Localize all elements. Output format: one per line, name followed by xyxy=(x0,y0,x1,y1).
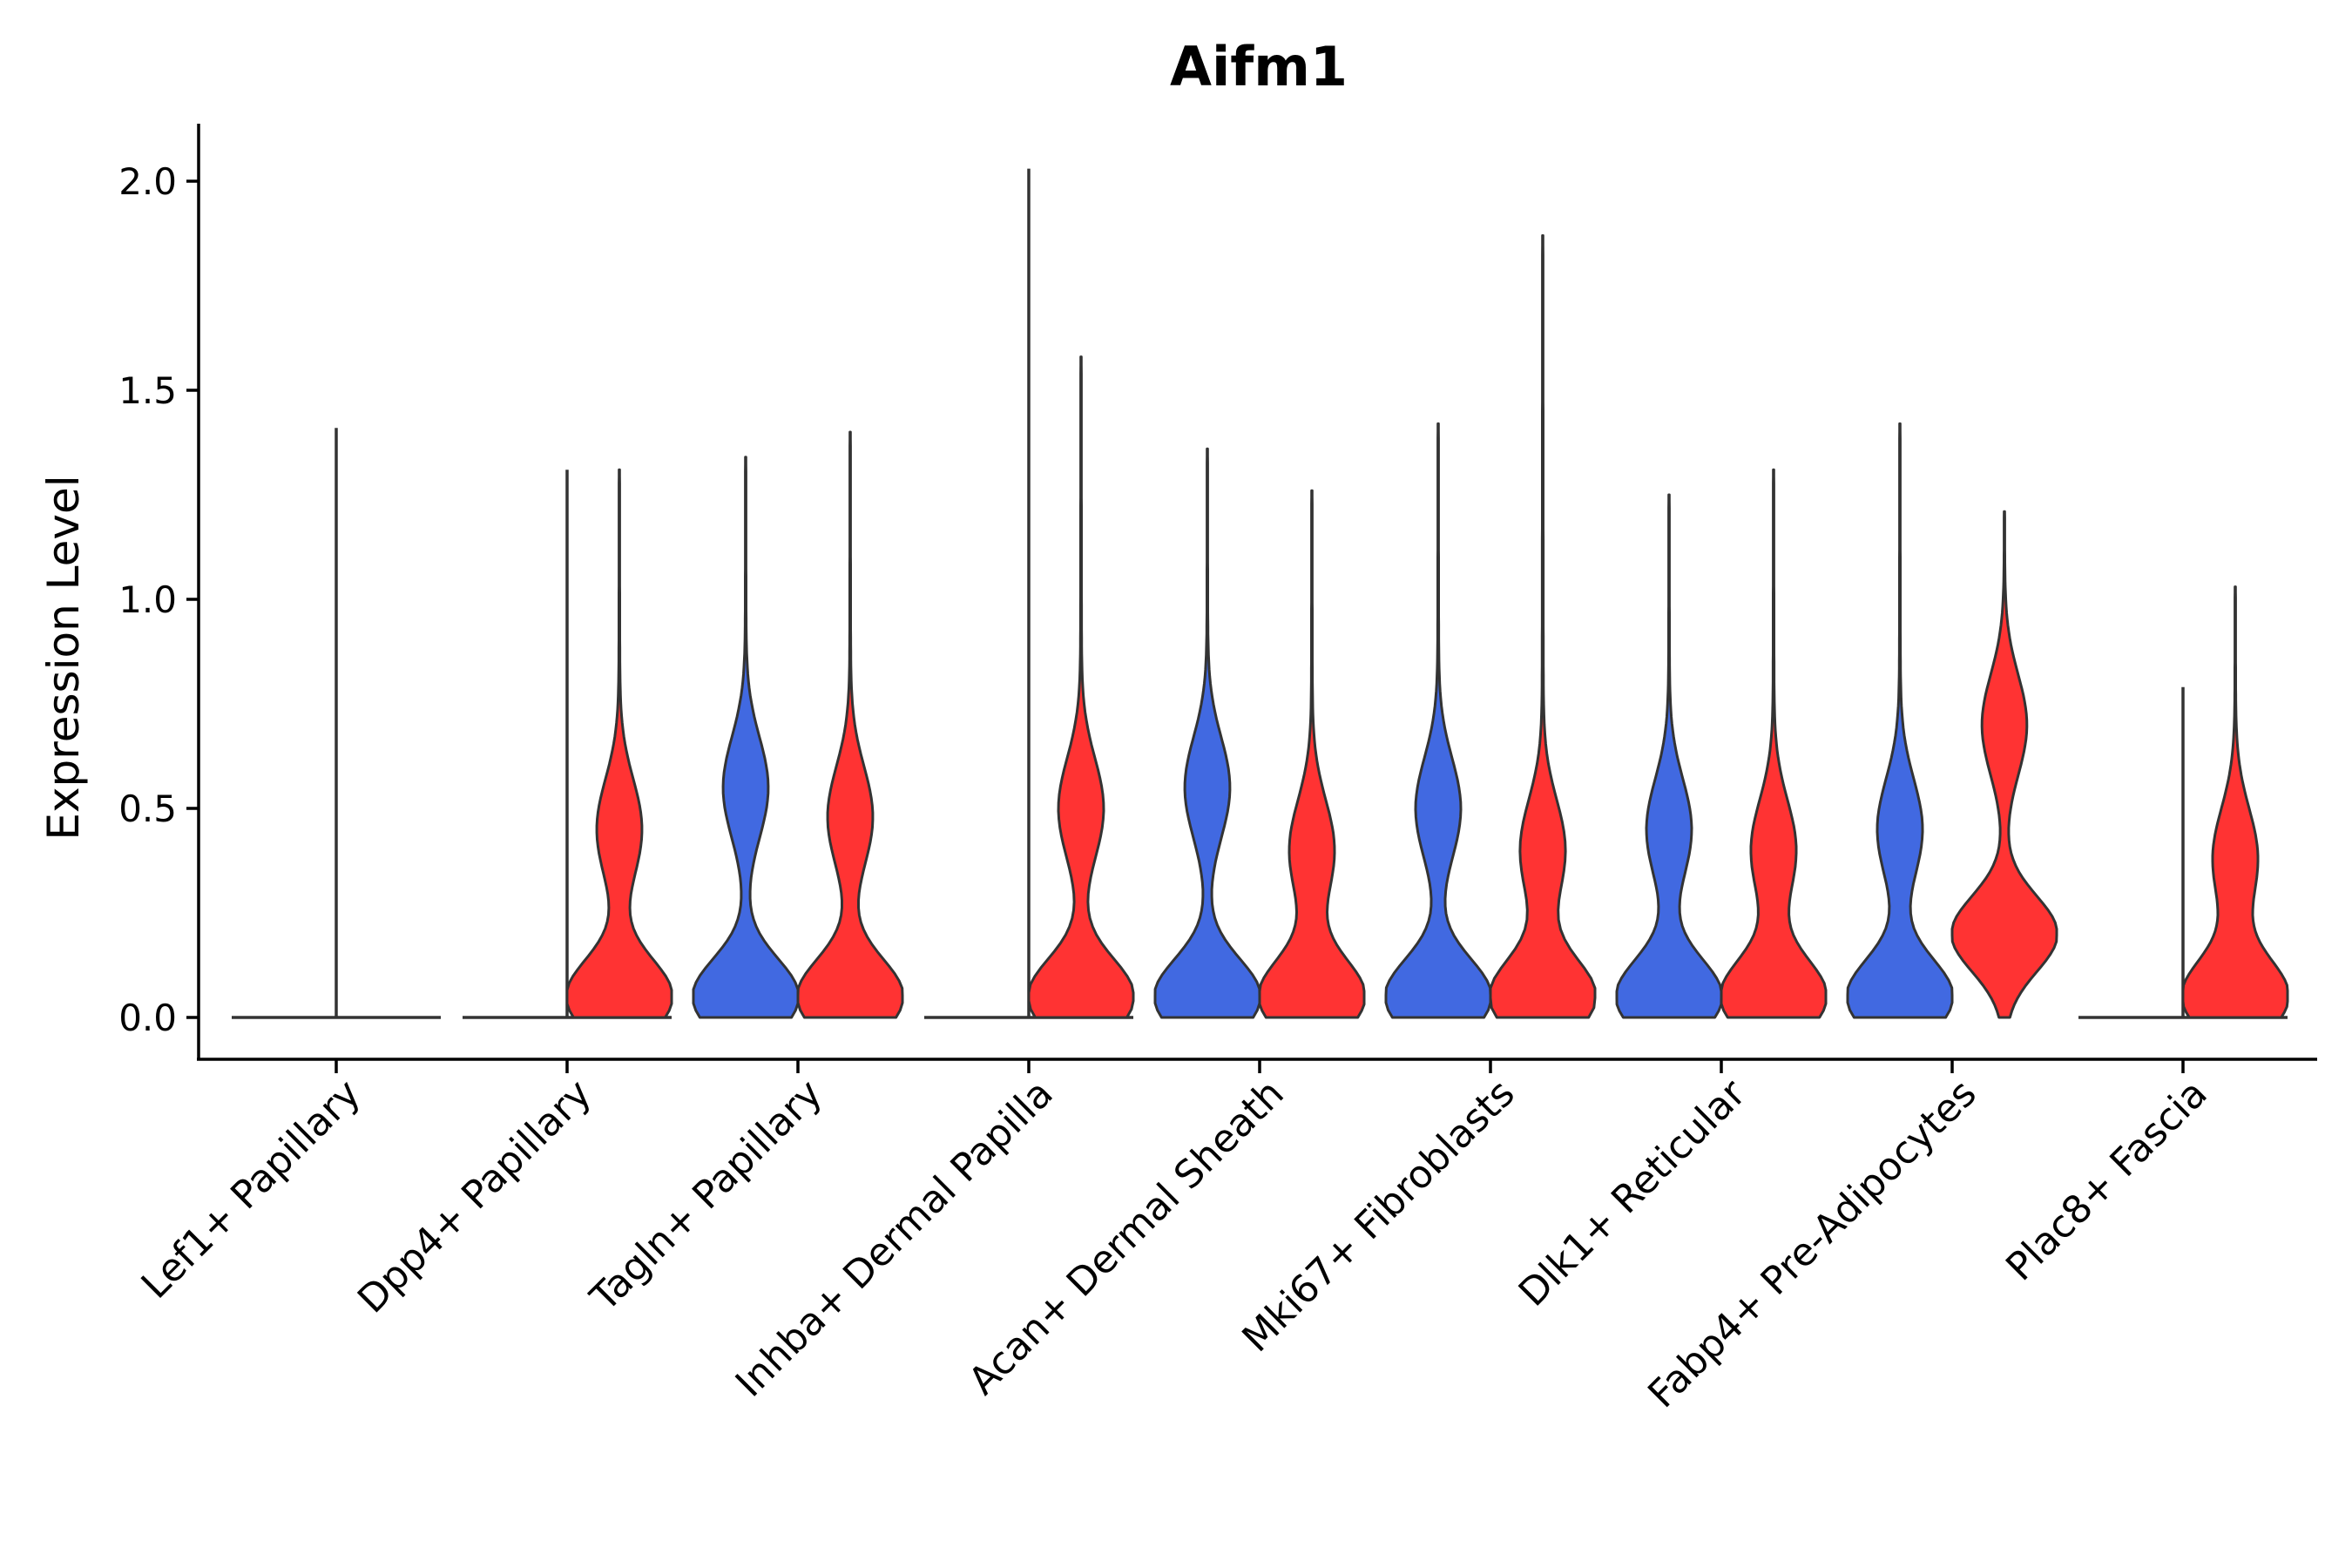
y-tick-label: 1.0 xyxy=(118,578,177,621)
violin-red xyxy=(2181,585,2289,1019)
violin-red xyxy=(1258,489,1366,1019)
y-tick-label: 2.0 xyxy=(118,160,177,203)
chart-title: Aifm1 xyxy=(1170,35,1348,98)
violin-red xyxy=(565,468,673,1019)
violin-blue xyxy=(1384,422,1492,1019)
x-tick-label: Tagln+ Papillary xyxy=(582,1071,831,1321)
violin-red xyxy=(1489,233,1597,1019)
violin-blue xyxy=(692,456,800,1019)
violin-blue xyxy=(1615,493,1723,1019)
x-tick-label: Plac8+ Fascia xyxy=(1997,1071,2216,1290)
violin-red xyxy=(1720,468,1828,1019)
violin-red xyxy=(1950,510,2058,1019)
violin-red xyxy=(796,430,904,1019)
y-tick-label: 0.0 xyxy=(118,997,177,1039)
y-tick-label: 1.5 xyxy=(118,369,177,412)
y-axis-label: Expression Level xyxy=(38,475,89,840)
violin-blue xyxy=(1153,447,1261,1019)
y-tick-label: 0.5 xyxy=(118,787,177,830)
x-tick-label: Dlk1+ Reticular xyxy=(1511,1071,1755,1315)
x-tick-label: Lef1+ Papillary xyxy=(133,1071,369,1308)
violin-red xyxy=(1027,355,1135,1019)
x-tick-label: Dpp4+ Papillary xyxy=(349,1071,600,1322)
violin-blue xyxy=(1846,422,1954,1019)
